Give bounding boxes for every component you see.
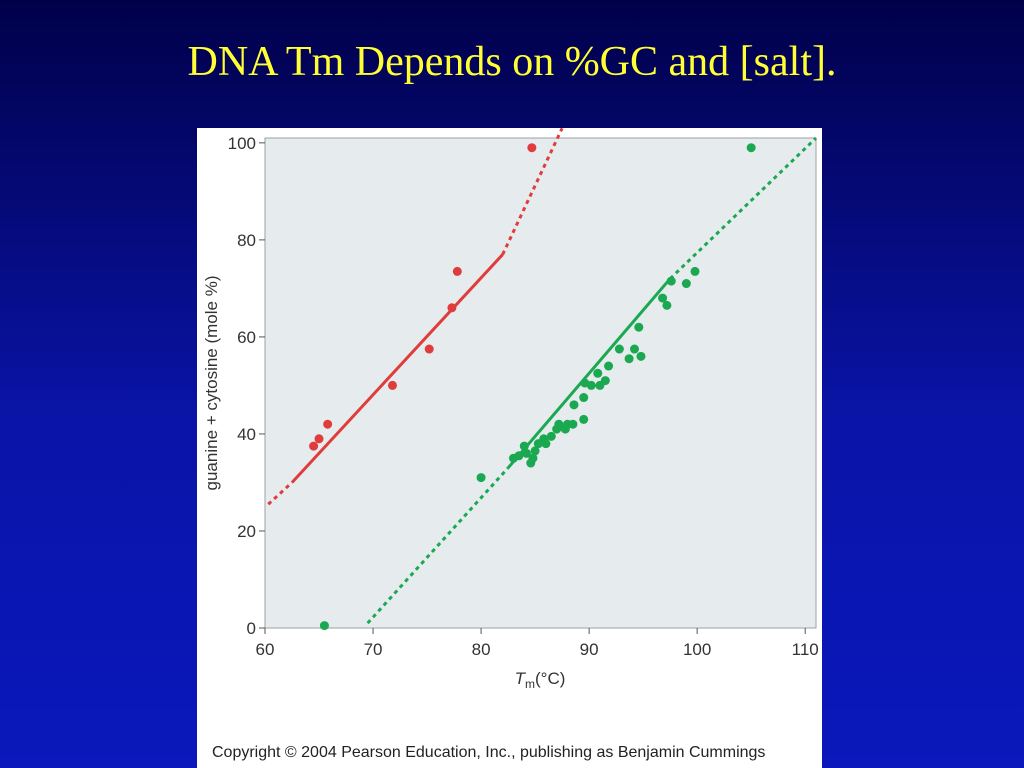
copyright-text: Copyright © 2004 Pearson Education, Inc.… (212, 744, 766, 761)
green-data-point (746, 143, 756, 153)
green-data-point (546, 431, 556, 441)
plot-area (264, 137, 817, 629)
green-data-point (569, 400, 579, 410)
green-data-point (579, 414, 589, 424)
green-data-point (629, 344, 639, 354)
green-data-point (614, 344, 624, 354)
tm-vs-gc-chart: 60 70 80 90 100 110 0 20 40 60 80 100 guanine + cyt… (202, 128, 819, 691)
green-data-point (519, 441, 529, 451)
data-points (309, 143, 756, 631)
green-data-point (541, 439, 551, 449)
x-axis-label-sub: m (525, 677, 535, 691)
figure-panel: 60 70 80 90 100 110 0 20 40 60 80 100 guanine + cyt… (197, 128, 822, 768)
y-tick-label: 20 (237, 522, 256, 541)
red-data-point (527, 143, 537, 153)
green-data-point (521, 448, 531, 458)
green-data-point (554, 419, 564, 429)
green-data-point (624, 354, 634, 364)
red-data-point (314, 434, 324, 444)
x-axis-label-main: T (515, 669, 527, 688)
green-data-point (319, 621, 329, 631)
y-tick-label: 40 (237, 425, 256, 444)
green-data-point (528, 453, 538, 463)
x-tick-label: 80 (472, 640, 491, 659)
x-axis-label: Tm(°C) (515, 669, 566, 691)
y-tick-label: 0 (247, 619, 256, 638)
green-data-point (658, 293, 668, 303)
x-tick-label: 110 (792, 640, 819, 659)
green-fit-line (506, 277, 672, 469)
red-fit-dotted-low (267, 481, 294, 506)
green-fit-dotted-low (366, 466, 510, 625)
green-data-point (593, 368, 603, 378)
green-data-point (530, 446, 540, 456)
y-tick-label: 100 (228, 134, 256, 153)
red-data-point (323, 419, 333, 429)
slide-title: DNA Tm Depends on %GC and [salt]. (187, 39, 837, 85)
red-data-point (309, 441, 319, 451)
green-data-point (666, 276, 676, 286)
green-data-point (636, 351, 646, 361)
y-tick-label: 60 (237, 328, 256, 347)
green-data-point (662, 300, 672, 310)
green-data-point (476, 473, 486, 483)
red-data-point (424, 344, 434, 354)
red-fit-line (290, 253, 504, 484)
x-tick-label: 90 (580, 640, 599, 659)
green-data-point (586, 380, 596, 390)
green-data-point (681, 279, 691, 289)
green-data-point (579, 393, 589, 403)
green-data-point (604, 361, 614, 371)
red-data-point (387, 380, 397, 390)
red-data-point (452, 266, 462, 276)
fit-lines (267, 128, 818, 625)
green-data-point (690, 266, 700, 276)
y-tick-label: 80 (237, 231, 256, 250)
x-tick-label: 70 (364, 640, 383, 659)
green-fit-dotted-high (669, 136, 818, 280)
axis-ticks: 60 70 80 90 100 110 0 20 40 60 80 100 (228, 134, 819, 659)
x-tick-label: 60 (256, 640, 275, 659)
x-axis-label-rest: (°C) (535, 669, 565, 688)
green-data-point (634, 322, 644, 332)
green-data-point (568, 419, 578, 429)
red-data-point (447, 303, 457, 313)
y-axis-label: guanine + cytosine (mole %) (202, 276, 221, 491)
green-data-point (514, 451, 524, 461)
green-data-point (600, 376, 610, 386)
x-tick-label: 100 (683, 640, 711, 659)
